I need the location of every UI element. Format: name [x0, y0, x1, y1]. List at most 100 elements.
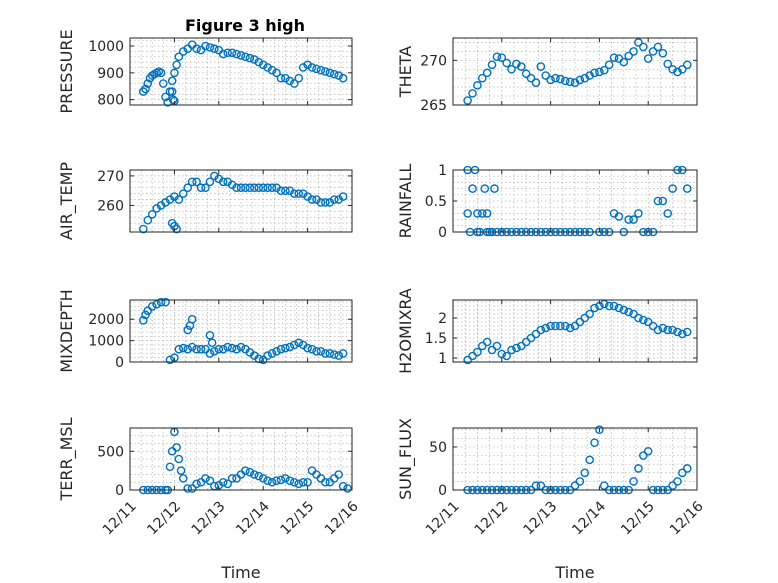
data-point: [624, 215, 633, 224]
data-point: [254, 57, 264, 67]
data-point: [658, 323, 668, 333]
data-point: [218, 177, 228, 187]
data-point: [263, 476, 272, 486]
data-point: [165, 462, 175, 472]
data-point: [174, 344, 184, 354]
data-point: [223, 479, 232, 489]
data-point: [468, 351, 477, 361]
y-tick-label: 260: [97, 198, 124, 214]
data-point: [477, 73, 487, 83]
data-point: [183, 484, 193, 493]
data-point: [223, 342, 232, 352]
y-tick-label: 900: [97, 66, 124, 82]
y-axis-label: MIXDEPTH: [57, 289, 76, 372]
data-point: [250, 470, 259, 479]
data-point: [281, 186, 290, 195]
data-point: [468, 184, 477, 193]
data-point: [482, 68, 492, 78]
data-point: [541, 323, 551, 333]
data-point: [521, 69, 531, 79]
data-point: [334, 71, 343, 80]
y-axis-label: THETA: [396, 46, 415, 98]
data-point: [663, 325, 673, 335]
data-point: [604, 301, 614, 311]
data-point: [482, 337, 492, 347]
y-tick-label: 1000: [88, 334, 124, 350]
data-point: [663, 59, 673, 69]
data-point: [294, 189, 304, 198]
data-point: [585, 71, 594, 80]
y-tick-label: 2: [438, 311, 447, 327]
data-point: [329, 69, 339, 79]
data-point: [289, 477, 299, 487]
data-point: [232, 49, 241, 59]
y-tick-label: 500: [97, 444, 124, 460]
data-point: [196, 344, 206, 354]
data-point: [531, 481, 541, 490]
x-tick-label: 12/14: [569, 498, 609, 538]
data-point: [590, 303, 599, 313]
data-point: [178, 474, 188, 483]
data-point: [321, 198, 330, 207]
panel-rainfall: 0 0.5 1 RAINFALL: [396, 163, 698, 241]
data-point: [178, 189, 188, 198]
data-point: [343, 484, 352, 493]
data-point: [207, 338, 217, 348]
data-point: [639, 451, 648, 460]
data-point: [565, 323, 575, 333]
data-point: [629, 215, 638, 224]
data-point: [653, 42, 663, 52]
data-point: [512, 343, 521, 353]
data-point: [678, 64, 687, 74]
data-point: [196, 45, 206, 55]
data-point: [172, 60, 181, 70]
data-point: [531, 78, 541, 87]
y-axis-label: TERR_MSL: [57, 417, 77, 501]
data-point: [490, 184, 499, 193]
data-point: [560, 321, 570, 331]
data-point: [258, 183, 268, 193]
data-point: [643, 54, 653, 63]
data-point: [258, 474, 268, 483]
data-point: [590, 68, 599, 78]
data-point: [517, 62, 526, 71]
data-point: [172, 224, 181, 234]
data-point: [276, 344, 286, 354]
data-point: [312, 347, 321, 356]
data-point: [276, 186, 286, 195]
data-point: [497, 349, 507, 359]
data-point: [218, 49, 228, 59]
data-point: [236, 342, 246, 352]
x-tick-label: 12/11: [100, 498, 140, 538]
data-point: [232, 474, 241, 483]
data-point: [303, 343, 312, 353]
data-point: [187, 314, 197, 324]
y-axis-label: AIR_TEMP: [57, 162, 77, 240]
data-point: [575, 477, 585, 486]
data-point: [678, 329, 687, 339]
data-point: [192, 479, 201, 489]
data-point: [321, 477, 330, 487]
data-point: [178, 343, 188, 353]
data-point: [205, 476, 215, 486]
y-tick-label: 50: [429, 440, 447, 456]
axes-frame: [452, 37, 698, 106]
data-point: [585, 455, 594, 465]
data-point: [673, 67, 682, 77]
data-point: [232, 183, 241, 193]
data-point: [634, 464, 643, 473]
data-point: [570, 481, 580, 490]
data-point: [536, 481, 546, 490]
data-point: [325, 349, 335, 358]
data-point: [668, 325, 677, 335]
data-point: [629, 477, 638, 486]
data-point: [580, 73, 590, 83]
data-point: [289, 189, 299, 198]
data-point: [192, 344, 201, 354]
data-point: [170, 68, 179, 78]
data-point: [210, 44, 219, 54]
data-point: [272, 68, 281, 78]
axes-frame: [129, 299, 353, 363]
data-point: [294, 338, 304, 348]
y-tick-label: 0: [115, 483, 124, 499]
